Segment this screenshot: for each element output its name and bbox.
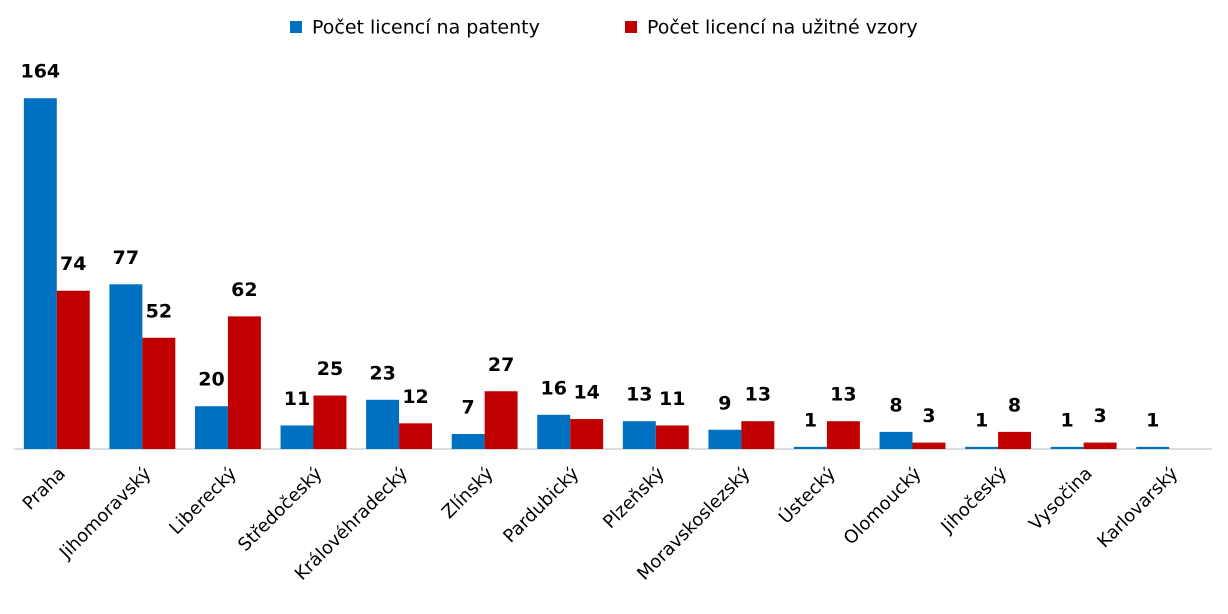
x-tick-label: Ústecký <box>774 462 840 528</box>
value-label: 14 <box>573 382 599 404</box>
value-label: 164 <box>20 61 60 83</box>
value-label: 1 <box>804 409 817 431</box>
value-label: 3 <box>1093 405 1106 427</box>
bar <box>313 395 347 449</box>
bar <box>998 431 1032 449</box>
x-tick-label: Praha <box>19 463 70 514</box>
value-label: 11 <box>284 388 310 410</box>
value-label: 13 <box>830 384 856 406</box>
value-label: 11 <box>659 388 685 410</box>
value-label: 8 <box>889 394 902 416</box>
x-tick-label: Jihočeský <box>937 463 1012 538</box>
bar <box>142 337 176 449</box>
bar <box>227 316 261 449</box>
bar <box>1083 442 1117 449</box>
x-tick-label: Karlovarský <box>1093 463 1182 552</box>
value-label: 52 <box>146 300 172 322</box>
value-label: 3 <box>922 405 935 427</box>
x-tick-label: Olomoucký <box>840 463 926 549</box>
bar <box>451 434 485 449</box>
x-tick-label: Jihomoravský <box>55 463 156 564</box>
bar <box>570 419 604 449</box>
value-label: 27 <box>488 354 514 376</box>
value-label: 7 <box>462 397 475 419</box>
bar <box>912 442 946 449</box>
value-label: 12 <box>402 386 428 408</box>
bar <box>194 406 228 449</box>
value-label: 13 <box>745 384 771 406</box>
value-label: 13 <box>626 384 652 406</box>
bar <box>965 446 999 449</box>
bar <box>1050 446 1084 449</box>
legend-swatch <box>290 21 302 33</box>
bar <box>741 421 775 449</box>
bar <box>280 425 314 449</box>
bar <box>622 421 656 449</box>
value-label: 1 <box>1061 409 1074 431</box>
value-label: 74 <box>60 253 86 275</box>
bar <box>655 425 689 449</box>
bar <box>826 421 860 449</box>
value-label: 25 <box>317 358 343 380</box>
value-label: 9 <box>718 392 731 414</box>
value-label: 20 <box>198 369 224 391</box>
legend-label: Počet licencí na užitné vzory <box>647 17 918 39</box>
x-tick-label: Liberecký <box>165 463 241 539</box>
legend-label: Počet licencí na patenty <box>312 17 540 39</box>
value-label: 8 <box>1008 394 1021 416</box>
bar <box>23 98 57 449</box>
x-tick-label: Zlínský <box>438 463 498 523</box>
value-label: 77 <box>113 247 139 269</box>
bar <box>1136 446 1170 449</box>
x-tick-label: Středočeský <box>234 463 327 556</box>
x-tick-label: Plzeňský <box>599 463 669 533</box>
bar <box>879 431 913 449</box>
bar <box>109 284 143 449</box>
x-tick-label: Vysočina <box>1025 463 1097 535</box>
value-label: 62 <box>231 279 257 301</box>
x-tick-label: Pardubický <box>499 463 583 547</box>
bar <box>366 399 400 449</box>
value-label: 1 <box>975 409 988 431</box>
bar <box>537 414 571 449</box>
bar <box>56 290 90 449</box>
bar <box>708 429 742 449</box>
value-label: 1 <box>1146 409 1159 431</box>
value-label: 23 <box>369 362 395 384</box>
bar <box>399 423 433 449</box>
bar <box>484 391 518 449</box>
value-label: 16 <box>541 377 567 399</box>
legend-swatch <box>625 21 637 33</box>
bar <box>793 446 827 449</box>
